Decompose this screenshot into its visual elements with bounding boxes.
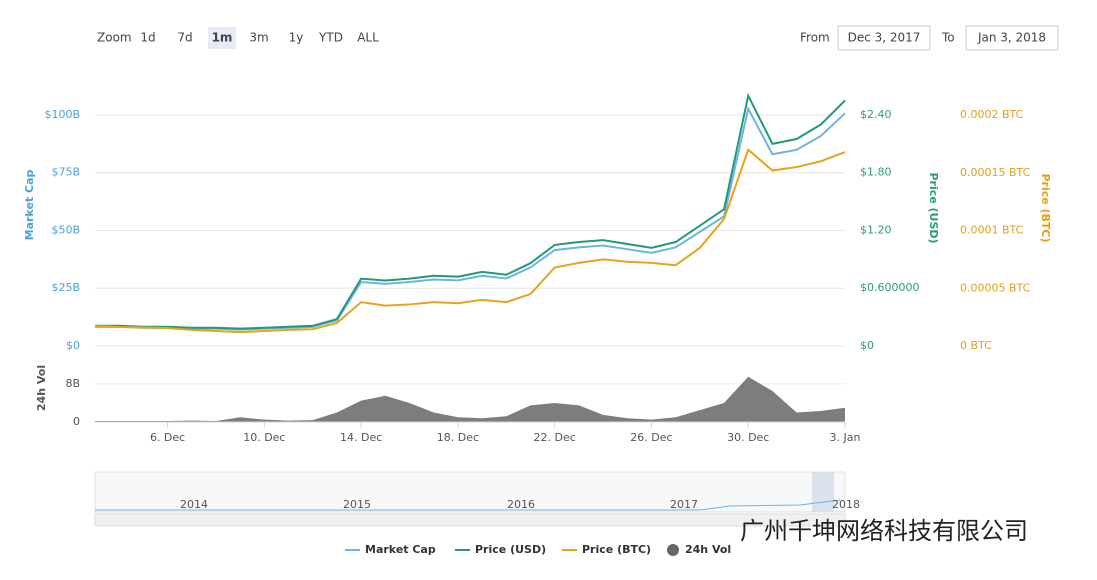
scrollbar[interactable] (94, 513, 846, 527)
from-date[interactable]: Dec 3, 2017 (848, 31, 921, 45)
from-input[interactable] (837, 25, 931, 51)
series-line (95, 92, 846, 330)
y-tick-label: $2.40 (860, 108, 892, 121)
y-tick-label: $0.600000 (860, 281, 920, 294)
navigator-label: 2015 (343, 498, 371, 511)
zoom-button[interactable]: 7d (177, 31, 192, 45)
y3-axis-title: Price (BTC) (1039, 173, 1052, 242)
zoom-button[interactable]: 1d (140, 31, 155, 45)
legend-swatch[interactable] (667, 544, 679, 556)
volume-axis-title: 24h Vol (35, 365, 48, 411)
x-tick-label: 30. Dec (727, 431, 769, 444)
zoom-button[interactable]: 1m (212, 31, 233, 45)
y-tick-label: $0 (66, 339, 80, 352)
zoom-button[interactable]: 3m (249, 31, 268, 45)
y-tick-label: $100B (44, 108, 80, 121)
y-tick-label: 0.0002 BTC (960, 108, 1024, 121)
volume-area (95, 376, 845, 422)
x-tick-label: 18. Dec (437, 431, 479, 444)
zoom-button[interactable]: 1y (289, 31, 304, 45)
watermark: 广州千坤网络科技有限公司 (740, 517, 1028, 545)
y-tick-label: $25B (51, 281, 80, 294)
x-tick-label: 14. Dec (340, 431, 382, 444)
zoom-label: Zoom (97, 31, 132, 45)
y-tick-label: 0.00005 BTC (960, 281, 1031, 294)
navigator-line (95, 499, 841, 511)
volume-tick-label: 8B (65, 377, 80, 390)
y-tick-label: $1.80 (860, 166, 892, 179)
y-tick-label: 0 BTC (960, 339, 992, 352)
navigator-label: 2017 (670, 498, 698, 511)
y-tick-label: 0.0001 BTC (960, 224, 1024, 237)
navigator-label: 2016 (507, 498, 535, 511)
legend-label[interactable]: Price (BTC) (582, 543, 651, 556)
navigator-window[interactable] (812, 472, 834, 512)
legend-label[interactable]: Price (USD) (475, 543, 546, 556)
navigator-label: 2018 (832, 498, 860, 511)
zoom-button[interactable]: ALL (357, 31, 379, 45)
x-tick-label: 3. Jan (830, 431, 861, 444)
zoom-button[interactable]: YTD (318, 31, 343, 45)
navigator-label: 2014 (180, 498, 208, 511)
y-tick-label: 0.00015 BTC (960, 166, 1031, 179)
y-tick-label: $50B (51, 223, 80, 236)
from-label: From (800, 31, 830, 45)
legend-label[interactable]: 24h Vol (685, 543, 731, 556)
legend-label[interactable]: Market Cap (365, 543, 436, 556)
volume-tick-label: 0 (73, 415, 80, 428)
y2-axis-title: Price (USD) (927, 172, 940, 243)
navigator[interactable] (94, 471, 846, 513)
x-tick-label: 6. Dec (150, 431, 185, 444)
to-date[interactable]: Jan 3, 2018 (977, 31, 1046, 45)
series-line (94, 148, 846, 334)
series-line (95, 105, 846, 331)
to-label: To (941, 31, 955, 45)
y-tick-label: $1.20 (860, 223, 892, 236)
zoom-active[interactable] (208, 27, 236, 49)
x-tick-label: 10. Dec (243, 431, 285, 444)
x-tick-label: 26. Dec (630, 431, 672, 444)
y-axis-title: Market Cap (23, 170, 36, 241)
y-tick-label: $0 (860, 339, 874, 352)
to-input[interactable] (965, 25, 1059, 51)
x-tick-label: 22. Dec (534, 431, 576, 444)
y-tick-label: $75B (51, 166, 80, 179)
